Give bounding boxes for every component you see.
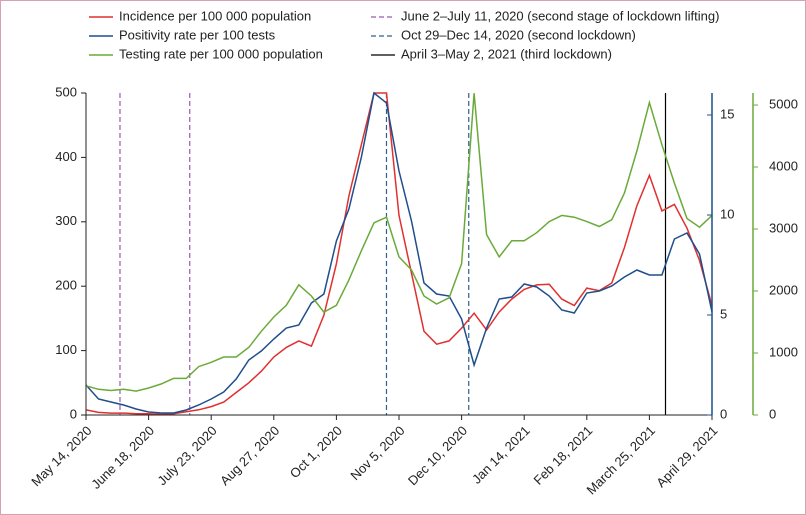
x-tick-label: Nov 5, 2020: [347, 423, 407, 483]
y3-tick-label: 1000: [769, 344, 798, 359]
y-tick-label: 200: [55, 278, 77, 293]
x-tick-label: April 29, 2021: [653, 423, 720, 490]
y2-tick-label: 5: [720, 306, 727, 321]
x-tick-label: Dec 10, 2020: [405, 423, 470, 488]
y3-tick-label: 5000: [769, 96, 798, 111]
plot-area: [86, 91, 713, 416]
y2-tick-label: 0: [720, 406, 727, 421]
series-line: [86, 92, 713, 416]
y2-tick-label: 15: [720, 106, 734, 121]
x-tick-label: Feb 18, 2021: [531, 423, 596, 488]
y-tick-label: 0: [70, 406, 77, 421]
legend-label: Oct 29–Dec 14, 2020 (second lockdown): [401, 27, 636, 42]
y-tick-label: 400: [55, 149, 77, 164]
legend-label: Incidence per 100 000 population: [119, 8, 311, 23]
x-tick-label: Aug 27, 2020: [217, 423, 282, 488]
y3-tick-label: 3000: [769, 220, 798, 235]
y3-tick-label: 4000: [769, 158, 798, 173]
series-line: [86, 93, 713, 392]
legend-label: April 3–May 2, 2021 (third lockdown): [401, 46, 612, 61]
legend-label: Testing rate per 100 000 population: [119, 46, 323, 61]
legend-label: June 2–July 11, 2020 (second stage of lo…: [401, 8, 719, 23]
y-tick-label: 500: [55, 84, 77, 99]
x-tick-label: July 23, 2020: [154, 423, 219, 488]
x-tick-label: June 18, 2020: [88, 423, 157, 492]
x-tick-label: Oct 1, 2020: [287, 423, 345, 481]
y3-tick-label: 0: [769, 406, 776, 421]
series-line: [86, 91, 713, 414]
y3-tick-label: 2000: [769, 282, 798, 297]
x-tick-label: May 14, 2020: [28, 423, 94, 489]
x-tick-label: Jan 14, 2021: [469, 423, 533, 487]
y-tick-label: 300: [55, 213, 77, 228]
y-tick-label: 100: [55, 342, 77, 357]
legend-label: Positivity rate per 100 tests: [119, 27, 276, 42]
y2-tick-label: 10: [720, 206, 734, 221]
